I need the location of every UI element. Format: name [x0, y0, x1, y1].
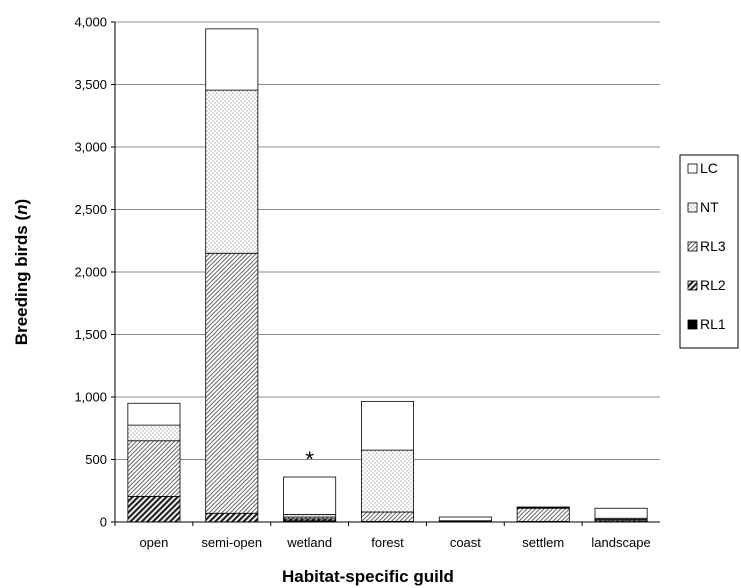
y-tick-label: 1,500	[74, 327, 107, 342]
x-tick-label-landscape: landscape	[591, 535, 650, 550]
legend-swatch-rl2	[687, 280, 698, 291]
annotations: *	[305, 447, 314, 472]
bar-landscape-lc	[594, 507, 648, 519]
y-axis-title-main: Breeding birds (	[12, 215, 31, 346]
legend-label-lc: LC	[700, 160, 718, 176]
legend-label-nt: NT	[700, 199, 719, 215]
x-tick-labels: open semi-open wetland forest coast settlem la…	[139, 535, 650, 550]
bar-settlem-rl3	[516, 507, 570, 522]
bar-open-rl2	[127, 495, 181, 523]
bar-open-rl3	[127, 440, 181, 497]
legend-swatch-rl1	[687, 319, 698, 330]
y-tick-label: 3,000	[74, 140, 107, 155]
legend: LC NT RL3 RL2 RL1	[679, 154, 739, 349]
bar-open-nt	[127, 424, 181, 442]
x-tick-label-settlem: settlem	[522, 535, 564, 550]
x-axis-title: Habitat-specific guild	[282, 567, 454, 586]
legend-label-rl3: RL3	[700, 238, 726, 254]
legend-label-rl1: RL1	[700, 316, 726, 332]
bar-forest-rl3	[361, 511, 414, 522]
x-tick-label-semi-open: semi-open	[201, 535, 262, 550]
legend-swatch-nt	[687, 202, 698, 213]
y-axis-title: Breeding birds (n)	[12, 199, 31, 345]
bar-semi-open-lc	[205, 28, 259, 91]
legend-box	[679, 154, 739, 349]
bar-coast-lc	[438, 516, 492, 522]
y-tick-label: 500	[85, 452, 107, 467]
y-tick-labels: 0 500 1,000 1,500 2,000 2,500 3,000 3,500 4,000	[74, 15, 107, 530]
annotation-asterisk: *	[305, 447, 314, 472]
y-axis-title-end: )	[12, 199, 31, 205]
bar-forest-nt	[361, 449, 414, 513]
bars	[127, 28, 648, 523]
y-tick-label: 0	[100, 515, 107, 530]
bar-semi-open-nt	[205, 89, 259, 254]
bar-settlem-lc	[516, 506, 570, 509]
y-tick-label: 3,500	[74, 77, 107, 92]
y-tick-label: 1,000	[74, 390, 107, 405]
y-tick-label: 2,000	[74, 265, 107, 280]
legend-label-rl2: RL2	[700, 277, 726, 293]
y-tick-label: 2,500	[74, 202, 107, 217]
gridlines	[115, 21, 660, 460]
bar-semi-open-rl3	[205, 252, 259, 514]
x-tick-label-forest: forest	[371, 535, 404, 550]
bar-open-lc	[127, 402, 181, 426]
legend-swatch-lc	[687, 163, 698, 174]
bar-semi-open-rl2	[205, 512, 259, 523]
x-tick-label-coast: coast	[450, 535, 481, 550]
y-tick-label: 4,000	[74, 15, 107, 30]
axes	[111, 21, 660, 526]
y-axis-title-italic: n	[12, 204, 31, 214]
bar-wetland-lc	[283, 476, 337, 515]
x-tick-label-open: open	[139, 535, 168, 550]
x-tick-label-wetland: wetland	[286, 535, 332, 550]
legend-swatch-rl3	[687, 241, 698, 252]
bar-forest-lc	[361, 400, 414, 451]
